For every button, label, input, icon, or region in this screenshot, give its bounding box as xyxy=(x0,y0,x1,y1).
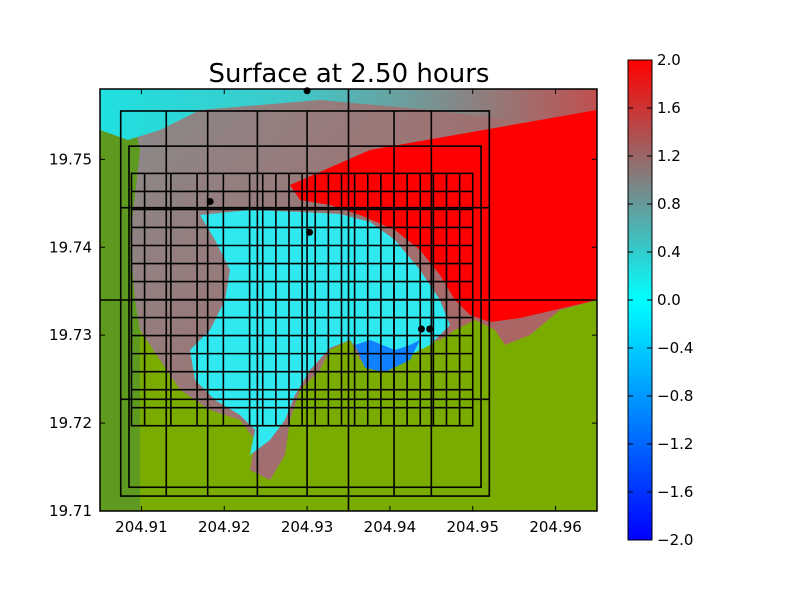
y-tick-label: 19.72 xyxy=(49,414,92,432)
colorbar-tick-label: −2.0 xyxy=(657,531,693,549)
colorbar-tick-label: 0.4 xyxy=(657,243,681,261)
surface-low-region xyxy=(190,210,450,455)
colorbar-tick-label: 1.6 xyxy=(657,99,681,117)
y-tick-label: 19.73 xyxy=(49,326,92,344)
surface-lowest-region xyxy=(355,340,420,372)
colorbar-tick-label: 1.2 xyxy=(657,147,681,165)
colorbar-tick-label: −1.2 xyxy=(657,435,693,453)
colorbar-tick-label: −1.6 xyxy=(657,483,693,501)
colorbar-tick-label: −0.4 xyxy=(657,339,693,357)
gauge-point xyxy=(417,325,425,333)
gauge-point xyxy=(306,228,314,236)
amr-patch-border xyxy=(119,110,491,497)
ocean-surface-north xyxy=(100,89,597,140)
amr-patch-border xyxy=(128,145,482,489)
x-tick-label: 204.91 xyxy=(115,518,168,536)
colorbar-tick-label: 0.8 xyxy=(657,195,681,213)
colorbar-tick-label: 2.0 xyxy=(657,51,681,69)
y-tick-label: 19.71 xyxy=(49,502,92,520)
x-tick-label: 204.94 xyxy=(364,518,417,536)
y-axis: 19.71 19.72 19.73 19.74 19.75 xyxy=(49,150,597,520)
surface-high-region xyxy=(290,110,597,322)
x-tick-label: 204.92 xyxy=(198,518,251,536)
chart-title: Surface at 2.50 hours xyxy=(209,59,490,89)
x-tick-label: 204.95 xyxy=(447,518,500,536)
y-tick-label: 19.75 xyxy=(49,150,92,168)
gauge-point xyxy=(426,325,434,333)
colorbar-tick-label: 0.0 xyxy=(657,291,681,309)
x-axis: 204.91 204.92 204.93 204.94 204.95 204.96 xyxy=(115,89,582,536)
y-tick-label: 19.74 xyxy=(49,238,92,256)
gauge-point xyxy=(206,198,214,206)
plot-frame xyxy=(99,88,598,512)
colorbar-axis: 2.0 1.6 1.2 0.8 0.4 0.0 −0.4 −0.8 −1.2 −1.6 −2.0 xyxy=(628,51,693,549)
amr-grid xyxy=(100,89,597,511)
x-tick-label: 204.93 xyxy=(281,518,334,536)
x-tick-label: 204.96 xyxy=(529,518,582,536)
colorbar-tick-label: −0.8 xyxy=(657,387,693,405)
